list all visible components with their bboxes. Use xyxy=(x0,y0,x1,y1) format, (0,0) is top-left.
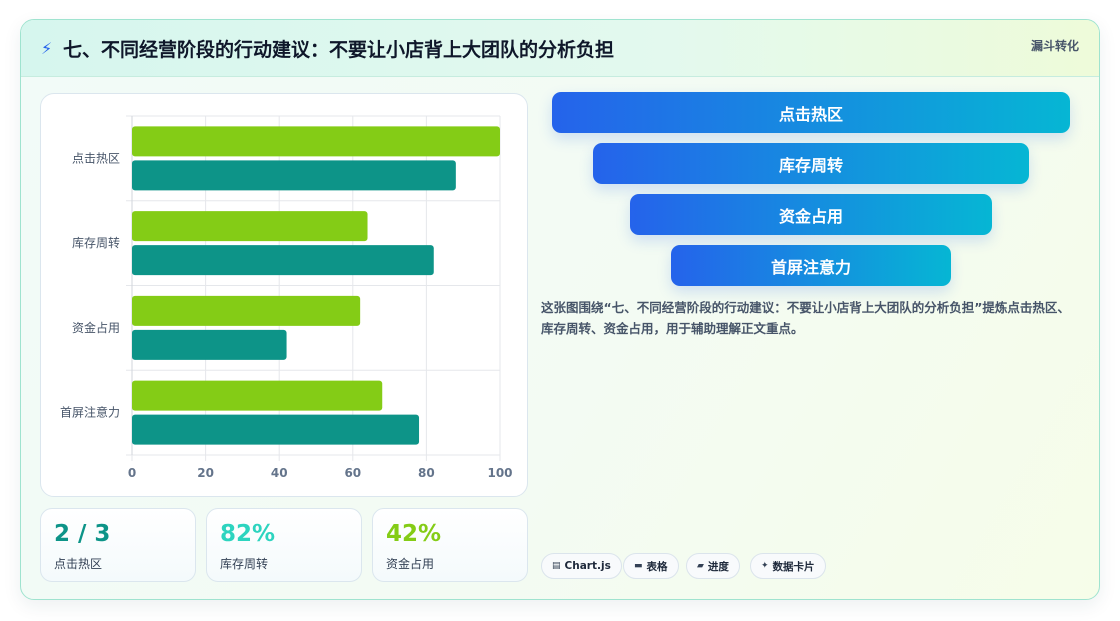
table-icon: ▬ xyxy=(634,561,643,571)
y-tick-label: 点击热区 xyxy=(72,151,120,165)
lightning-icon: ⚡ xyxy=(41,39,53,58)
bar xyxy=(132,245,434,276)
card-header: ⚡ 七、不同经营阶段的行动建议：不要让小店背上大团队的分析负担 漏斗转化 xyxy=(21,20,1099,77)
stat-label: 库存周转 xyxy=(220,557,269,571)
chip-chartjs[interactable]: ▤ Chart.js xyxy=(541,553,622,579)
bar-chart-panel: 0 20 40 60 80 100 点击热区库存周转资金占用首屏注意力 xyxy=(40,93,528,497)
x-tick-label: 100 xyxy=(487,466,512,480)
x-tick-label: 60 xyxy=(344,466,361,480)
bar xyxy=(132,295,361,326)
chip-label: 表格 xyxy=(646,560,668,573)
sparkle-icon: ✦ xyxy=(761,561,769,571)
x-tick-label: 80 xyxy=(418,466,435,480)
chip-table[interactable]: ▬ 表格 xyxy=(623,553,679,579)
stat-label: 点击热区 xyxy=(54,557,103,571)
bar xyxy=(132,329,287,360)
stat-card-3: 42% 资金占用 xyxy=(372,508,528,582)
chip-label: 数据卡片 xyxy=(772,560,815,573)
funnel-step-1: 点击热区 xyxy=(552,92,1070,133)
bar xyxy=(132,211,368,242)
chart-description: 这张图围绕“七、不同经营阶段的行动建议：不要让小店背上大团队的分析负担”提炼点击… xyxy=(541,300,1070,336)
funnel-step-2: 库存周转 xyxy=(593,143,1029,184)
funnel-step-3: 资金占用 xyxy=(630,194,992,235)
chip-data-card[interactable]: ✦ 数据卡片 xyxy=(750,553,826,579)
bar xyxy=(132,126,500,157)
x-tick-label: 40 xyxy=(271,466,288,480)
x-tick-label: 0 xyxy=(128,466,136,480)
chart-type-tag: 漏斗转化 xyxy=(1030,39,1079,53)
y-tick-label: 首屏注意力 xyxy=(60,405,120,420)
chip-label: Chart.js xyxy=(564,560,611,572)
stat-value: 2 / 3 xyxy=(54,521,111,547)
bar xyxy=(132,380,383,411)
funnel-step-4: 首屏注意力 xyxy=(671,245,951,286)
chip-label: 进度 xyxy=(707,560,729,573)
y-tick-label: 库存周转 xyxy=(72,235,120,250)
chip-progress[interactable]: ▰ 进度 xyxy=(686,553,740,579)
bar xyxy=(132,160,456,191)
bar xyxy=(132,414,420,445)
x-tick-label: 20 xyxy=(197,466,214,480)
y-tick-label: 资金占用 xyxy=(72,320,120,335)
stat-value: 42% xyxy=(386,521,442,547)
report-card: ⚡ 七、不同经营阶段的行动建议：不要让小店背上大团队的分析负担 漏斗转化 0 20… xyxy=(20,19,1100,600)
stat-card-1: 2 / 3 点击热区 xyxy=(40,508,196,582)
stat-value: 82% xyxy=(220,521,276,547)
chart-icon: ▤ xyxy=(552,561,561,571)
stat-card-2: 82% 库存周转 xyxy=(206,508,362,582)
stat-label: 资金占用 xyxy=(386,557,435,571)
page-title: 七、不同经营阶段的行动建议：不要让小店背上大团队的分析负担 xyxy=(63,39,615,61)
progress-icon: ▰ xyxy=(697,561,704,571)
